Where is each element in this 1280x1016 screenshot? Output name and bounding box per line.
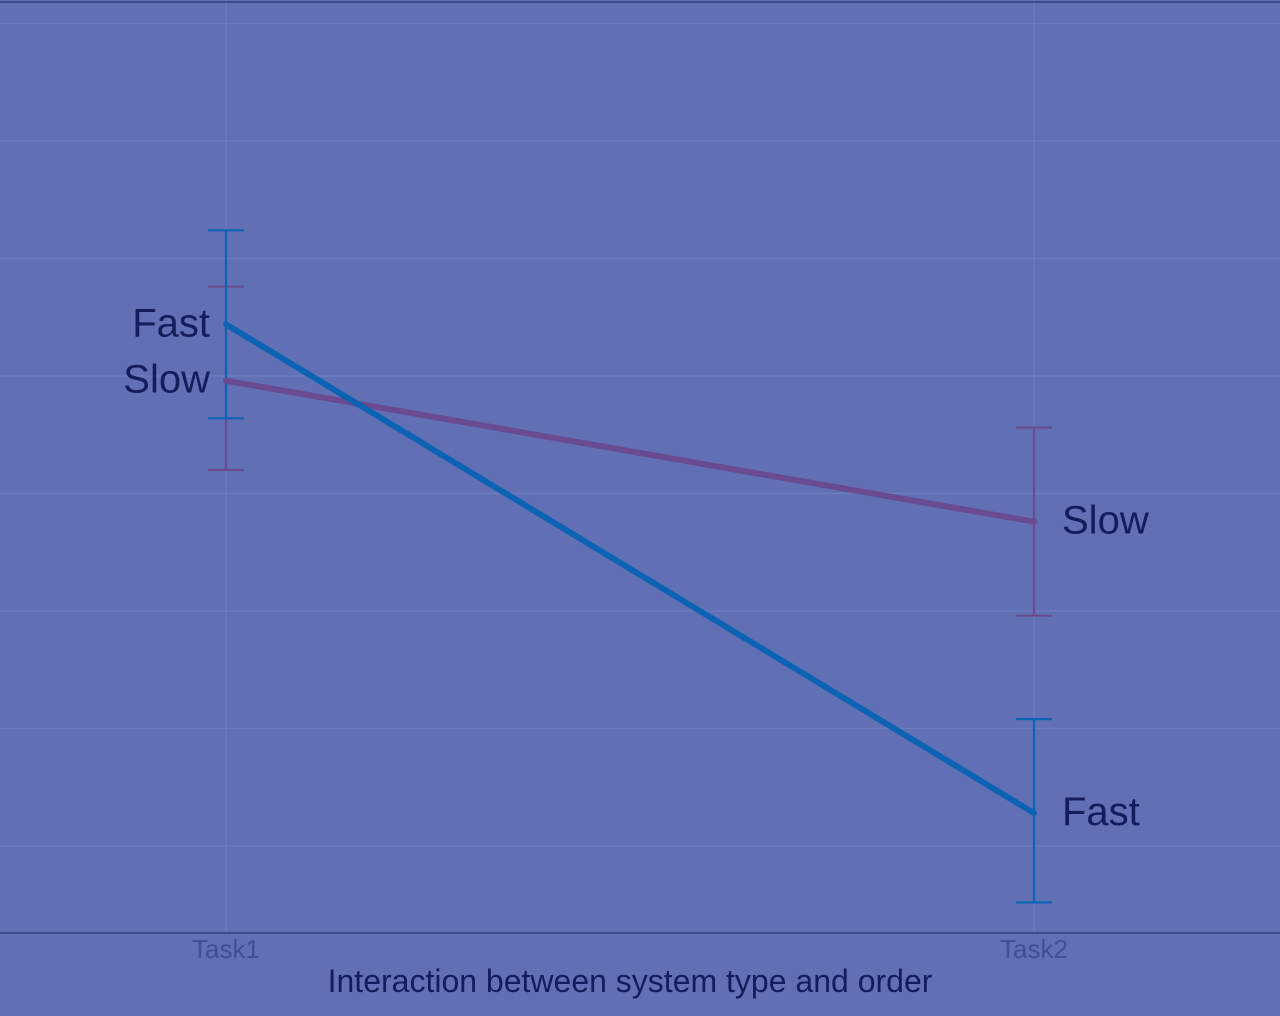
x-tick-label-1: Task1 (192, 934, 260, 964)
x-tick-labels: Task1 Task2 (192, 934, 1068, 964)
fast-series-line (223, 321, 1037, 817)
slow-series-line (223, 377, 1037, 525)
x-tick-label-2: Task2 (1000, 934, 1068, 964)
slow-label-2: Slow (1062, 499, 1149, 543)
fast-label-2: Fast (1062, 790, 1140, 834)
fast-label-1: Fast (132, 301, 210, 345)
series (208, 229, 1052, 904)
series-labels: Fast Fast Slow Slow (123, 301, 1149, 834)
x-axis-title: Interaction between system type and orde… (328, 963, 933, 999)
slow-label-1: Slow (123, 358, 210, 402)
